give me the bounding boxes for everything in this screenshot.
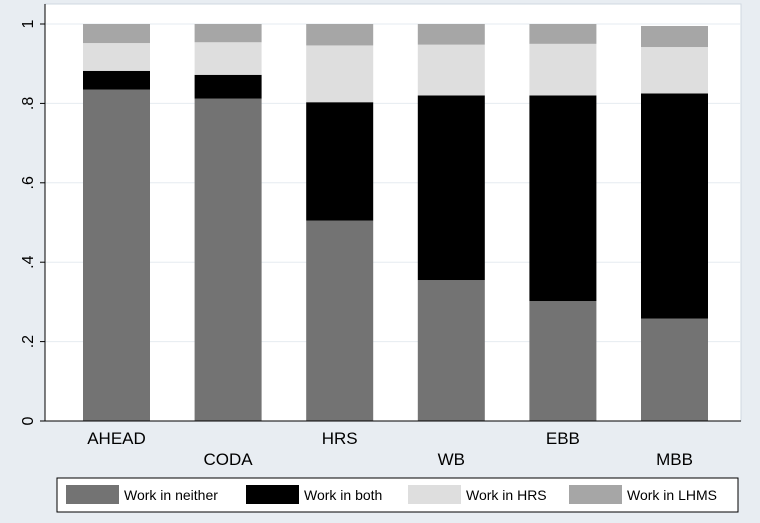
legend-box: [56, 477, 739, 513]
y-tick-label: .4: [20, 255, 37, 268]
y-tick-label: .2: [20, 335, 37, 348]
x-tick-label: WB: [438, 450, 465, 469]
legend-label: Work in both: [304, 487, 382, 503]
bar-work-in-neither-coda: [194, 98, 262, 422]
x-tick-label: HRS: [322, 429, 358, 448]
y-tick-label: 1: [20, 19, 37, 28]
y-tick-label: 0: [20, 416, 37, 425]
bar-work-in-hrs-ebb: [529, 43, 597, 96]
bar-work-in-lhms-wb: [417, 24, 485, 45]
bar-work-in-neither-mbb: [641, 318, 708, 421]
legend-swatch: [569, 485, 622, 504]
bar-work-in-lhms-mbb: [641, 25, 708, 48]
grid-lines: [45, 23, 741, 343]
bar-work-in-neither-ebb: [529, 301, 597, 421]
bar-work-in-hrs-wb: [417, 44, 485, 96]
legend-swatch: [408, 485, 461, 504]
x-axis: AHEAD CODA HRS WB EBB MBB: [45, 420, 741, 469]
bar-work-in-both-ahead: [83, 70, 150, 90]
plot-background: [44, 3, 742, 422]
x-tick-label: AHEAD: [87, 429, 146, 448]
x-tick-label: EBB: [546, 429, 580, 448]
bar-work-in-lhms-hrs: [306, 24, 374, 46]
legend-swatch: [246, 485, 299, 504]
y-tick-label: .6: [20, 176, 37, 189]
bar-work-in-neither-hrs: [306, 220, 374, 421]
legend-swatch: [66, 485, 119, 504]
bar-work-in-both-hrs: [306, 102, 374, 221]
bar-work-in-hrs-coda: [194, 42, 262, 75]
legend-label: Work in neither: [124, 487, 218, 503]
bar-work-in-both-mbb: [641, 93, 708, 319]
x-tick-label: CODA: [204, 450, 254, 469]
bar-work-in-hrs-hrs: [306, 45, 374, 103]
bar-work-in-hrs-ahead: [83, 43, 150, 71]
legend-label: Work in HRS: [466, 487, 547, 503]
x-tick-label: MBB: [656, 450, 693, 469]
y-axis: 0 .2 .4 .6 .8 1: [20, 4, 46, 425]
legend: Work in neither Work in both Work in HRS Wo…: [56, 477, 739, 513]
bar-work-in-lhms-ahead: [83, 24, 150, 44]
bar-work-in-neither-ahead: [83, 89, 150, 421]
bar-work-in-neither-wb: [417, 280, 485, 421]
bar-work-in-lhms-coda: [194, 24, 262, 43]
bar-work-in-both-wb: [417, 95, 485, 281]
bar-work-in-both-coda: [194, 74, 262, 99]
bar-work-in-both-ebb: [529, 95, 597, 302]
y-tick-label: .8: [20, 97, 37, 110]
legend-label: Work in LHMS: [627, 487, 717, 503]
bar-work-in-lhms-ebb: [529, 24, 597, 44]
bars: [83, 24, 708, 422]
bar-work-in-hrs-mbb: [641, 47, 708, 94]
